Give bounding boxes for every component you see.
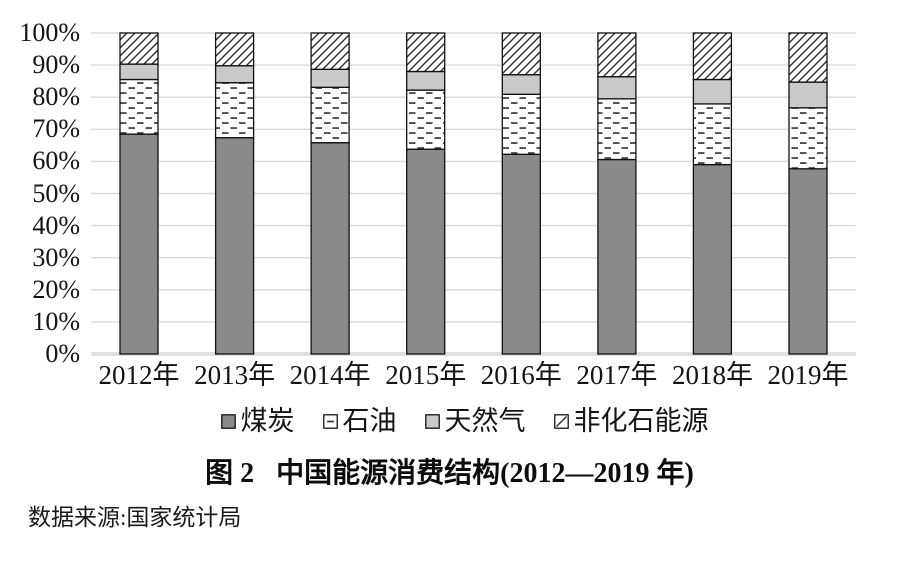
- legend-item-非化石能源: 非化石能源: [553, 406, 709, 436]
- bar-2012年: [119, 32, 159, 355]
- bar-segment-煤炭: [214, 136, 255, 355]
- bar-segment-天然气: [788, 81, 828, 109]
- legend-label: 非化石能源: [573, 406, 709, 436]
- x-category-label: 2018年: [671, 360, 753, 390]
- legend-label: 天然气: [444, 406, 526, 436]
- bar-segment-天然气: [692, 78, 733, 105]
- legend-label: 石油: [342, 406, 397, 436]
- bar-segment-石油: [119, 78, 159, 135]
- y-tick-label: 10%: [32, 306, 80, 336]
- bar-segment-非化石能源: [406, 32, 446, 73]
- figure-caption-text: 中国能源消费结构(2012—2019 年): [276, 458, 694, 489]
- x-category-label: 2014年: [289, 360, 371, 390]
- y-tick-label: 30%: [32, 242, 80, 272]
- bar-2018年: [692, 32, 733, 355]
- legend-swatch-diag-hatch-icon: [553, 413, 569, 429]
- bar-segment-非化石能源: [310, 32, 350, 70]
- legend-swatch-solid-dark-icon: [220, 413, 236, 429]
- bar-segment-天然气: [310, 68, 350, 88]
- bar-segment-天然气: [597, 76, 637, 100]
- y-tick-label: 0%: [45, 339, 80, 368]
- bar-segment-石油: [406, 89, 446, 150]
- y-tick-label: 40%: [32, 210, 80, 240]
- bar-segment-天然气: [406, 70, 446, 91]
- y-tick-label: 100%: [19, 18, 80, 47]
- legend-item-石油: 石油: [322, 406, 397, 436]
- y-tick-label: 60%: [32, 146, 80, 176]
- bar-2019年: [788, 32, 828, 355]
- bar-2014年: [310, 32, 350, 355]
- bar-2016年: [501, 32, 541, 355]
- stacked-bar-chart: [91, 32, 856, 356]
- legend-label: 煤炭: [240, 406, 295, 436]
- x-category-label: 2015年: [385, 360, 467, 390]
- y-tick-label: 70%: [32, 114, 80, 144]
- y-tick-label: 90%: [32, 50, 80, 80]
- data-source-note: 数据来源:国家统计局: [28, 505, 242, 530]
- x-category-label: 2017年: [576, 360, 658, 390]
- legend-swatch-solid-light-icon: [424, 413, 440, 429]
- bar-segment-石油: [214, 82, 255, 139]
- bar-segment-天然气: [119, 63, 159, 81]
- bar-segment-石油: [310, 86, 350, 144]
- bar-segment-煤炭: [501, 153, 541, 355]
- bar-2013年: [214, 32, 255, 355]
- bar-segment-石油: [788, 107, 828, 170]
- figure-number-label: 图 2: [205, 458, 255, 489]
- y-tick-label: 50%: [32, 178, 80, 208]
- legend-item-天然气: 天然气: [424, 406, 526, 436]
- bar-segment-非化石能源: [597, 32, 637, 78]
- x-category-label: 2016年: [480, 360, 562, 390]
- legend-item-煤炭: 煤炭: [220, 406, 295, 436]
- legend-swatch-dash-pattern-icon: [322, 413, 338, 429]
- bar-segment-煤炭: [788, 168, 828, 355]
- bar-segment-石油: [692, 103, 733, 166]
- bar-segment-天然气: [501, 74, 541, 95]
- bar-segment-煤炭: [119, 133, 159, 355]
- bar-segment-煤炭: [406, 148, 446, 355]
- bar-segment-非化石能源: [501, 32, 541, 76]
- bar-segment-非化石能源: [214, 32, 255, 67]
- bar-segment-非化石能源: [788, 32, 828, 83]
- bar-segment-煤炭: [692, 163, 733, 355]
- bar-segment-非化石能源: [692, 32, 733, 81]
- x-category-label: 2012年: [98, 360, 180, 390]
- chart-legend: 煤炭 石油 天然气 非化石能源: [15, 406, 899, 436]
- y-tick-label: 20%: [32, 274, 80, 304]
- figure-caption: 图 2 中国能源消费结构(2012—2019 年): [0, 457, 899, 491]
- x-category-label: 2013年: [194, 360, 276, 390]
- bar-segment-天然气: [214, 65, 255, 84]
- bar-2015年: [406, 32, 446, 355]
- bar-segment-石油: [597, 98, 637, 161]
- x-category-label: 2019年: [767, 360, 849, 390]
- bar-segment-煤炭: [597, 158, 637, 355]
- bar-segment-煤炭: [310, 142, 350, 355]
- y-tick-label: 80%: [32, 82, 80, 112]
- bar-2017年: [597, 32, 637, 355]
- bar-segment-非化石能源: [119, 32, 159, 65]
- bar-segment-石油: [501, 93, 541, 155]
